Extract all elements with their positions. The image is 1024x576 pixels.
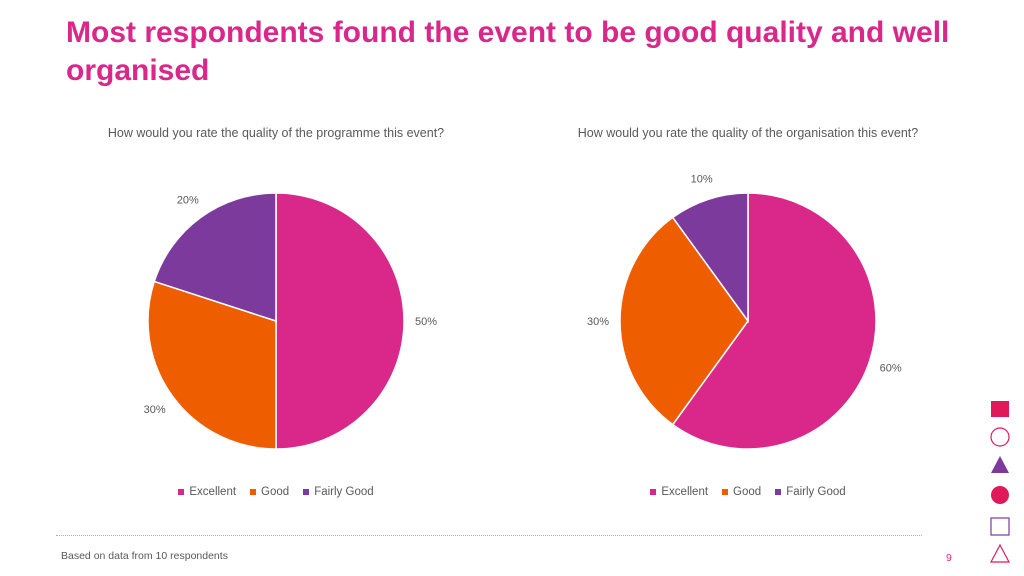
page-number: 9: [946, 552, 952, 564]
legend-item-excellent: Excellent: [178, 486, 236, 498]
legend-item-fairly-good: Fairly Good: [303, 486, 374, 498]
legend-swatch-excellent: [650, 489, 657, 495]
footer-divider: [56, 535, 922, 536]
filled-triangle-icon: [991, 456, 1009, 473]
pie-slice-good: [619, 216, 749, 426]
legend-label: Fairly Good: [786, 486, 846, 498]
legend-label: Good: [733, 486, 762, 498]
legend-swatch-good: [250, 489, 257, 495]
pie-slice-good: [147, 280, 277, 450]
legend-swatch-excellent: [178, 489, 185, 495]
legend-swatch-fairly-good: [303, 489, 310, 495]
legend-swatch-fairly-good: [775, 489, 782, 495]
data-label-good: 30%: [144, 404, 166, 416]
triangle-outline-icon: [990, 543, 1010, 563]
page-title: Most respondents found the event to be g…: [66, 16, 950, 87]
pie-slice-excellent: [275, 192, 405, 450]
data-label-good: 30%: [587, 316, 609, 328]
decorative-shapes: [990, 401, 1010, 563]
data-label-excellent: 50%: [415, 316, 437, 328]
legend-label: Good: [261, 486, 290, 498]
legend-item-good: Good: [722, 486, 761, 498]
pie-slice-fairly-good: [153, 192, 277, 323]
filled-circle-icon: [991, 486, 1009, 504]
footnote: Based on data from 10 respondents: [61, 550, 228, 562]
legend-item-good: Good: [250, 486, 289, 498]
circle-outline-icon: [990, 427, 1010, 447]
pie-chart-programme: 50% 30% 20%: [144, 192, 437, 450]
legend-label: Fairly Good: [314, 486, 374, 498]
legend-label: Excellent: [661, 486, 709, 498]
data-label-fairly-good: 20%: [177, 195, 199, 207]
legend-item-fairly-good: Fairly Good: [775, 486, 846, 498]
square-outline-icon: [990, 517, 1010, 536]
pie-slice-fairly-good: [671, 192, 749, 324]
pie-slice-excellent: [671, 192, 877, 450]
legend-label: Excellent: [189, 486, 237, 498]
chart-1-title: How would you rate the quality of the pr…: [107, 126, 445, 140]
chart-1-legend: Excellent Good Fairly Good: [126, 486, 426, 498]
data-label-fairly-good: 10%: [691, 173, 713, 185]
legend-swatch-good: [722, 489, 729, 495]
legend-item-excellent: Excellent: [650, 486, 708, 498]
filled-square-icon: [991, 401, 1009, 417]
chart-2-legend: Excellent Good Fairly Good: [598, 486, 898, 498]
chart-2-title: How would you rate the quality of the or…: [577, 126, 919, 140]
data-label-excellent: 60%: [880, 362, 902, 374]
pie-chart-organisation: 60% 30% 10%: [587, 173, 902, 450]
